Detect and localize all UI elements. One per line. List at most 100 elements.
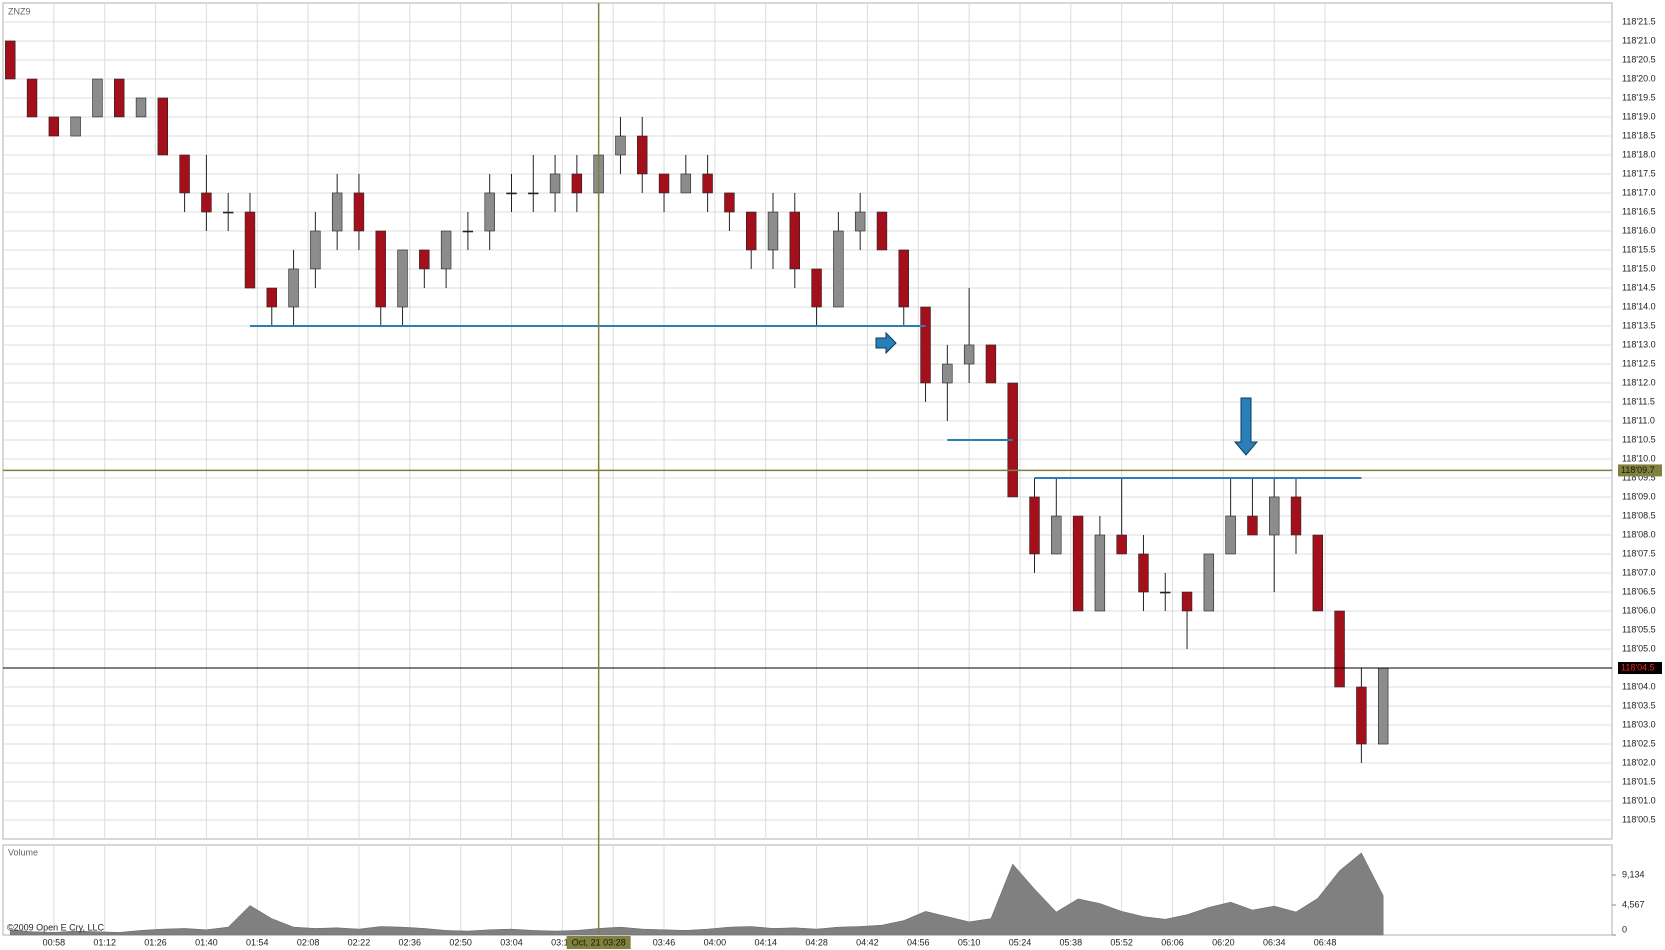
candle-body — [331, 192, 343, 232]
candle-body — [5, 40, 16, 80]
x-tick-label: 03:04 — [500, 937, 523, 947]
candle-body — [1072, 515, 1084, 612]
x-tick-label: 05:52 — [1110, 937, 1133, 947]
candle-body — [26, 78, 38, 118]
candle-body — [1247, 515, 1258, 536]
candle-body — [462, 230, 474, 233]
candle-body — [1029, 496, 1040, 555]
candle-body — [201, 192, 212, 213]
candle-body — [288, 268, 299, 308]
candle-body — [157, 97, 169, 156]
overlay: 118'04.5 118'09.7 Oct, 21 03:28 — [3, 3, 1662, 949]
y-tick-label: 118'20.5 — [1622, 54, 1656, 64]
x-tick-label: 02:50 — [449, 937, 472, 947]
y-tick-label: 118'21.0 — [1622, 35, 1656, 45]
x-tick-label: 03:46 — [653, 937, 676, 947]
y-tick-label: 118'07.0 — [1622, 567, 1656, 577]
x-tick-label: 04:42 — [856, 937, 879, 947]
candle-body — [310, 230, 321, 270]
x-tick-label: 04:14 — [754, 937, 777, 947]
y-tick-label: 118'13.5 — [1622, 320, 1656, 330]
x-tick-label: 06:48 — [1314, 937, 1337, 947]
crosshair-y-box — [1618, 464, 1662, 477]
candle-body — [484, 192, 495, 232]
y-tick-label: 118'16.5 — [1622, 206, 1656, 216]
volume-title: Volume — [8, 847, 38, 857]
candle-body — [745, 211, 757, 251]
candle-body — [833, 230, 844, 308]
volume-tick-label: 4,567 — [1622, 899, 1645, 909]
candle-body — [266, 287, 277, 308]
x-tick-label: 03:18 — [551, 937, 574, 947]
y-tick-label: 118'19.0 — [1622, 111, 1656, 121]
y-tick-label: 118'01.5 — [1622, 776, 1656, 786]
y-tick-label: 118'20.0 — [1622, 73, 1656, 83]
candle-body — [1290, 496, 1302, 536]
arrow-down — [1233, 397, 1259, 456]
volume-area — [10, 852, 1384, 936]
y-tick-label: 118'17.5 — [1622, 168, 1656, 178]
candle-body — [702, 173, 713, 194]
candle-body — [1269, 496, 1280, 536]
x-tick-label: 04:28 — [805, 937, 828, 947]
candle-body — [854, 211, 866, 232]
candle-body — [1116, 534, 1127, 555]
candle-body — [1203, 553, 1215, 612]
candle-body — [179, 154, 190, 194]
y-tick-label: 118'10.5 — [1622, 434, 1656, 444]
candle-body — [1377, 667, 1389, 745]
x-tick-label: 01:54 — [246, 937, 269, 947]
candle-body — [767, 211, 779, 251]
symbol: ZNZ9 — [8, 6, 31, 16]
candle-body — [1334, 610, 1345, 688]
y-tick-label: 118'11.0 — [1622, 415, 1655, 425]
y-tick-label: 118'05.5 — [1622, 624, 1656, 634]
y-tick-label: 118'05.0 — [1622, 643, 1656, 653]
y-tick-label: 118'21.5 — [1622, 16, 1656, 26]
x-tick-label: 06:20 — [1212, 937, 1235, 947]
y-tick-label: 118'07.5 — [1622, 548, 1656, 558]
candle-body — [1160, 591, 1171, 594]
crosshair-x-box — [566, 936, 631, 949]
y-tick-label: 118'08.5 — [1622, 510, 1656, 520]
y-tick-label: 118'13.0 — [1622, 339, 1656, 349]
y-tick-label: 118'09.5 — [1622, 472, 1656, 482]
candle-body — [135, 97, 147, 118]
candle-body — [571, 173, 583, 194]
y-tick-label: 118'06.0 — [1622, 605, 1656, 615]
y-tick-label: 118'16.0 — [1622, 225, 1656, 235]
y-tick-label: 118'04.0 — [1622, 681, 1656, 691]
candle-body — [789, 211, 800, 270]
y-tick-label: 118'18.0 — [1622, 149, 1656, 159]
candle-body — [1356, 686, 1367, 745]
candle-body — [1225, 515, 1236, 555]
candle-body — [440, 230, 452, 270]
x-tick-label: 04:56 — [907, 937, 930, 947]
candle-body — [528, 192, 539, 195]
x-tick-label: 02:36 — [399, 937, 422, 947]
y-tick-label: 118'01.0 — [1622, 795, 1656, 805]
candle-body — [48, 116, 60, 137]
y-tick-label: 118'14.0 — [1622, 301, 1656, 311]
y-tick-label: 118'17.0 — [1622, 187, 1656, 197]
candle-body — [397, 249, 408, 308]
candle-body — [222, 211, 234, 214]
candle-body — [876, 211, 888, 251]
candle-body — [1094, 534, 1106, 612]
candle-body — [920, 306, 931, 384]
candle-body — [963, 344, 975, 365]
candle-body — [1181, 591, 1193, 612]
volume-tick-label: 0 — [1622, 924, 1627, 934]
candle-body — [244, 211, 256, 289]
y-tick-label: 118'15.0 — [1622, 263, 1656, 273]
y-tick-label: 118'09.0 — [1622, 491, 1656, 501]
x-tick-label: 01:40 — [195, 937, 218, 947]
x-tick-label: 06:34 — [1263, 937, 1286, 947]
y-tick-label: 118'12.0 — [1622, 377, 1656, 387]
y-tick-label: 118'02.0 — [1622, 757, 1656, 767]
y-tick-label: 118'03.5 — [1622, 700, 1656, 710]
last-price-label: 118'04.5 — [1621, 662, 1655, 672]
crosshair-y-label: 118'09.7 — [1621, 465, 1655, 475]
candle-body — [70, 116, 81, 137]
